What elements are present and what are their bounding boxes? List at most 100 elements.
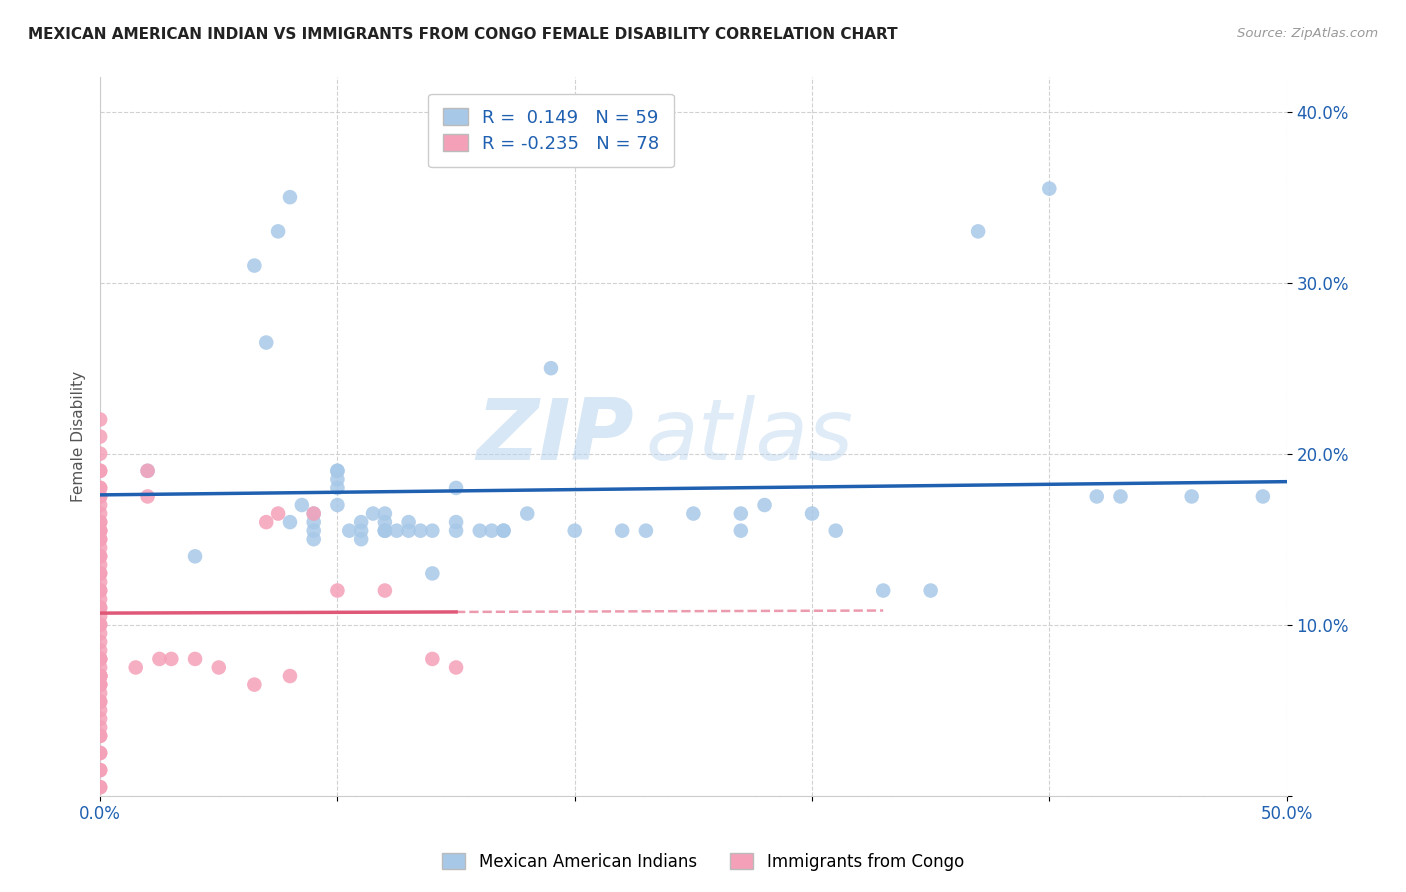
Point [398,515,420,529]
Point [291,498,314,512]
Point [444,481,467,495]
Point [89,652,111,666]
Point [444,660,467,674]
Point [89,746,111,760]
Point [136,490,159,504]
Point [89,669,111,683]
Point [254,335,277,350]
Point [89,574,111,589]
Point [302,515,325,529]
Point [350,515,373,529]
Text: Source: ZipAtlas.com: Source: ZipAtlas.com [1237,27,1378,40]
Point [267,507,290,521]
Point [420,652,443,666]
Point [267,224,290,238]
Text: MEXICAN AMERICAN INDIAN VS IMMIGRANTS FROM CONGO FEMALE DISABILITY CORRELATION C: MEXICAN AMERICAN INDIAN VS IMMIGRANTS FR… [28,27,898,42]
Point [89,635,111,649]
Point [89,490,111,504]
Point [89,549,111,564]
Point [564,524,586,538]
Point [1085,490,1108,504]
Point [682,507,704,521]
Point [89,686,111,700]
Point [89,695,111,709]
Point [89,515,111,529]
Point [89,669,111,683]
Point [278,669,301,683]
Point [89,763,111,777]
Point [89,583,111,598]
Point [89,617,111,632]
Point [420,566,443,581]
Point [208,660,231,674]
Point [326,464,349,478]
Point [89,515,111,529]
Point [148,652,170,666]
Point [89,447,111,461]
Point [89,729,111,743]
Point [89,600,111,615]
Point [89,481,111,495]
Point [361,507,384,521]
Point [89,533,111,547]
Y-axis label: Female Disability: Female Disability [72,371,86,502]
Point [326,464,349,478]
Point [89,746,111,760]
Point [326,472,349,486]
Point [374,583,396,598]
Point [89,712,111,726]
Point [89,464,111,478]
Point [326,583,349,598]
Point [89,677,111,691]
Point [243,259,266,273]
Point [89,541,111,555]
Point [824,524,846,538]
Point [1181,490,1204,504]
Point [540,361,562,376]
Point [350,524,373,538]
Point [89,720,111,734]
Point [89,780,111,795]
Point [89,507,111,521]
Point [1038,181,1060,195]
Point [302,524,325,538]
Point [89,558,111,572]
Point [872,583,894,598]
Point [89,498,111,512]
Point [444,524,467,538]
Point [444,515,467,529]
Point [89,524,111,538]
Legend: Mexican American Indians, Immigrants from Congo: Mexican American Indians, Immigrants fro… [433,845,973,880]
Point [337,524,360,538]
Point [374,524,396,538]
Point [89,617,111,632]
Point [278,515,301,529]
Point [89,583,111,598]
Point [89,524,111,538]
Point [374,524,396,538]
Point [89,660,111,674]
Point [160,652,183,666]
Point [1109,490,1132,504]
Point [302,507,325,521]
Point [385,524,408,538]
Point [302,533,325,547]
Point [481,524,503,538]
Point [350,533,373,547]
Point [302,507,325,521]
Point [89,669,111,683]
Point [184,549,207,564]
Text: ZIP: ZIP [477,395,634,478]
Point [374,524,396,538]
Point [492,524,515,538]
Point [89,652,111,666]
Point [326,481,349,495]
Point [1251,490,1274,504]
Point [492,524,515,538]
Point [89,703,111,717]
Point [89,549,111,564]
Point [754,498,776,512]
Point [89,626,111,640]
Point [89,695,111,709]
Point [374,515,396,529]
